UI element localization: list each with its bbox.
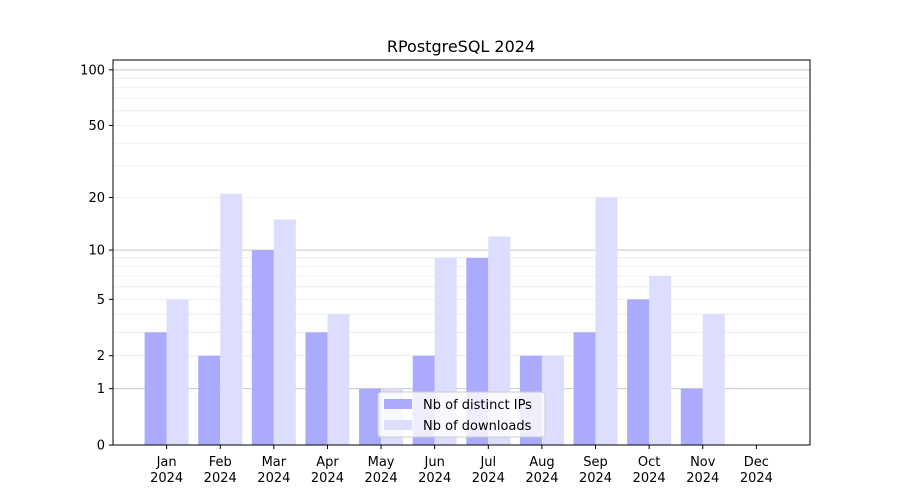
y-tick-label: 5: [97, 293, 105, 308]
y-tick-label: 100: [80, 63, 105, 78]
bar-ips: [359, 388, 382, 445]
bar-ips: [144, 332, 167, 445]
legend-label: Nb of distinct IPs: [423, 398, 532, 413]
bar-ips: [627, 299, 650, 445]
legend-swatch: [384, 420, 412, 430]
bar-downloads: [702, 314, 725, 445]
bar-ips: [251, 250, 274, 445]
x-tick-label: Mar 2024: [257, 455, 290, 486]
x-tick-label: Aug 2024: [525, 455, 558, 486]
bar-downloads: [327, 314, 350, 445]
y-tick-label: 2: [97, 349, 105, 364]
x-tick-label: Oct 2024: [633, 455, 666, 486]
bar-downloads: [649, 275, 672, 445]
y-tick-label: 20: [88, 191, 105, 206]
x-tick-label: Jul 2024: [472, 455, 505, 486]
bar-downloads: [595, 197, 618, 445]
x-tick-label: Jun 2024: [418, 455, 451, 486]
legend-box: [377, 391, 546, 438]
x-tick-label: Dec 2024: [740, 455, 773, 486]
y-tick-label: 10: [88, 244, 105, 259]
x-tick-label: Nov 2024: [686, 455, 719, 486]
bar-downloads: [273, 219, 296, 445]
bar-ips: [198, 355, 221, 445]
x-tick-label: May 2024: [365, 455, 398, 486]
bar-ips: [573, 332, 596, 445]
y-tick-label: 50: [88, 119, 105, 134]
y-tick-label: 1: [97, 382, 105, 397]
y-tick-label: 0: [97, 439, 105, 454]
bar-downloads: [166, 299, 189, 445]
x-tick-label: Feb 2024: [204, 455, 237, 486]
chart-title: RPostgreSQL 2024: [387, 37, 535, 56]
x-tick-label: Jan 2024: [150, 455, 183, 486]
legend-swatch: [384, 399, 412, 409]
bar-downloads: [541, 355, 564, 445]
bar-downloads: [220, 193, 243, 445]
legend-label: Nb of downloads: [423, 419, 532, 434]
bar-ips: [305, 332, 328, 445]
x-tick-label: Sep 2024: [579, 455, 612, 486]
plot-frame: [112, 59, 811, 446]
x-tick-label: Apr 2024: [311, 455, 344, 486]
bar-ips: [680, 388, 703, 445]
